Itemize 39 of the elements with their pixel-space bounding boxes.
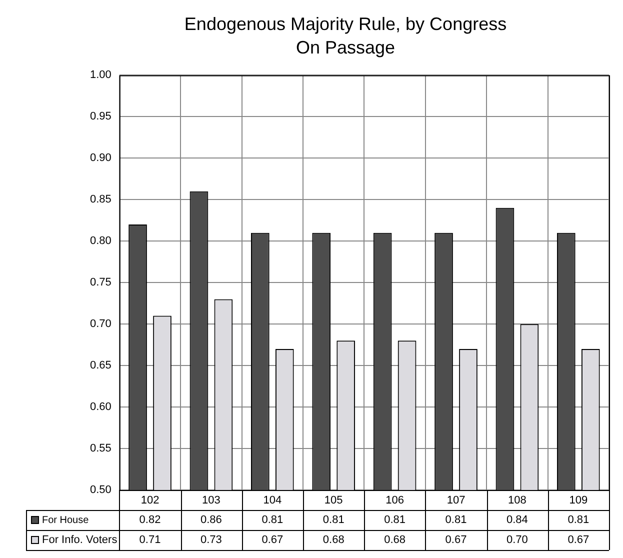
data-label: 0.68 (322, 534, 344, 546)
y-tick-label: 0.80 (90, 235, 112, 248)
x-tick-label: 108 (508, 494, 526, 507)
data-label: 0.67 (568, 534, 590, 546)
y-tick-label: 0.70 (90, 318, 112, 330)
x-tick-label: 106 (386, 494, 404, 507)
x-tick-label: 107 (446, 494, 466, 507)
data-label: 0.67 (262, 534, 284, 546)
data-label: 0.86 (200, 514, 222, 526)
data-label: 0.71 (139, 534, 161, 546)
x-tick-label: 103 (202, 494, 220, 507)
data-label: 0.81 (568, 514, 590, 526)
y-tick-label: 0.90 (90, 152, 112, 164)
y-tick-label: 0.60 (90, 401, 112, 414)
x-tick-label: 104 (263, 494, 282, 507)
y-tick-label: 0.50 (90, 484, 112, 496)
legend-label: For House (42, 514, 90, 526)
y-tick-label: 0.55 (90, 442, 112, 455)
data-label: 0.84 (506, 514, 528, 526)
chart-subtitle: On Passage (296, 37, 396, 58)
data-label: 0.82 (139, 514, 161, 526)
x-tick-label: 102 (140, 494, 160, 507)
data-label: 0.81 (322, 514, 344, 526)
y-tick-label: 0.65 (90, 360, 112, 372)
y-tick-label: 0.75 (90, 276, 112, 289)
data-label: 0.70 (506, 534, 528, 546)
legend-label: For Info. Voters (42, 534, 118, 546)
data-label: 0.73 (200, 534, 222, 546)
data-label: 0.81 (445, 514, 467, 526)
data-label: 0.67 (445, 534, 467, 546)
data-label: 0.81 (262, 514, 284, 526)
x-tick-label: 105 (324, 494, 343, 507)
data-label: 0.68 (384, 534, 406, 546)
x-tick-label: 109 (569, 494, 588, 507)
y-tick-label: 0.95 (90, 110, 112, 123)
data-label: 0.81 (384, 514, 406, 526)
y-tick-label: 1.00 (90, 69, 112, 82)
y-tick-label: 0.85 (90, 194, 112, 206)
chart-title: Endogenous Majority Rule, by Congress (184, 14, 507, 34)
